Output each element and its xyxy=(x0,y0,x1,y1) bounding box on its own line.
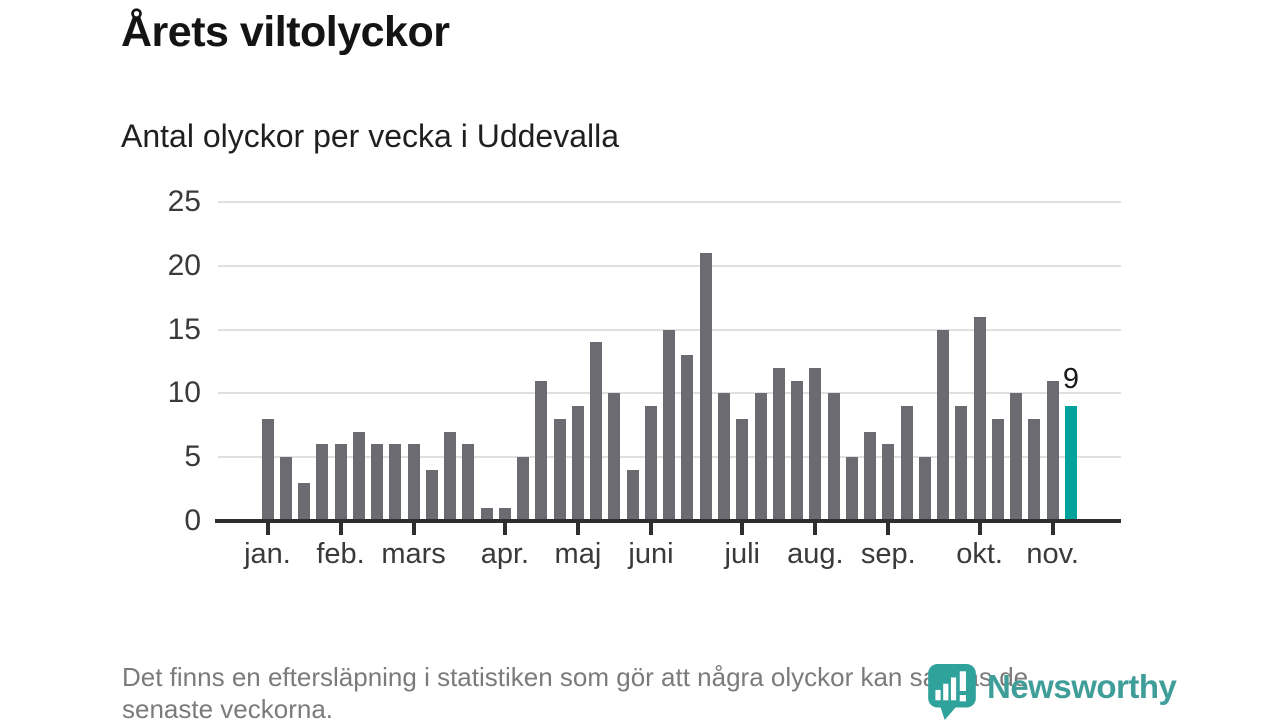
bar xyxy=(590,342,603,521)
x-tick-juli xyxy=(740,523,745,535)
bar xyxy=(699,253,712,521)
bar xyxy=(718,393,730,521)
footnote-line-2: senaste veckorna. xyxy=(122,694,334,724)
bar xyxy=(827,393,840,521)
bar xyxy=(517,457,530,521)
x-tick-aug xyxy=(813,523,818,535)
x-tick-apr xyxy=(502,523,507,535)
y-axis-label-20: 20 xyxy=(167,248,201,282)
chart-title: Årets viltolyckor xyxy=(121,8,450,56)
newsworthy-logo-icon xyxy=(928,664,976,720)
newsworthy-logo-text: Newsworthy xyxy=(987,668,1177,705)
x-label-jan: jan. xyxy=(244,538,291,570)
bar xyxy=(626,469,639,521)
bar xyxy=(1028,418,1041,521)
highlight-value-annotation: 9 xyxy=(1062,363,1079,396)
x-label-juli: juli xyxy=(724,538,760,570)
bar xyxy=(937,329,950,521)
x-tick-mars xyxy=(411,523,416,535)
bar xyxy=(663,329,676,521)
x-tick-nov xyxy=(1050,523,1055,535)
bar xyxy=(644,406,657,521)
bar xyxy=(809,367,822,521)
footnote-line-1: Det finns en eftersläpning i statistiken… xyxy=(122,662,1029,692)
bar xyxy=(352,431,365,521)
bar xyxy=(882,444,895,521)
x-label-okt: okt. xyxy=(956,538,1003,570)
x-tick-maj xyxy=(575,523,580,535)
bar xyxy=(462,444,475,521)
x-tick-juni xyxy=(648,523,653,535)
x-tick-sep xyxy=(886,523,891,535)
x-tick-jan xyxy=(265,523,270,535)
y-axis-label-25: 25 xyxy=(167,185,201,218)
footnote: Det finns en eftersläpning i statistiken… xyxy=(122,661,1162,725)
x-label-nov: nov. xyxy=(1026,538,1079,570)
bar xyxy=(973,316,986,521)
bar xyxy=(608,393,621,521)
gridline-20 xyxy=(218,264,1121,267)
x-tick-okt xyxy=(977,523,982,535)
bar xyxy=(571,406,584,521)
bar xyxy=(1010,393,1023,521)
bar xyxy=(845,457,858,521)
bar xyxy=(480,508,493,521)
bar xyxy=(1046,380,1059,521)
bar xyxy=(298,482,311,521)
x-label-mars: mars xyxy=(381,538,446,570)
y-axis-label-0: 0 xyxy=(184,504,201,537)
bar xyxy=(918,457,931,521)
x-label-sep: sep. xyxy=(860,538,916,570)
bar xyxy=(955,406,968,521)
bar-chart-plot: 0 5 10 15 20 25 jan. feb. mars apr. maj juni juli au… xyxy=(168,186,1121,570)
x-axis-line xyxy=(215,519,1121,523)
bar xyxy=(371,444,384,521)
bar xyxy=(736,418,749,521)
bar xyxy=(535,380,548,521)
x-tick-feb xyxy=(338,523,343,535)
chart-subtitle: Antal olyckor per vecka i Uddevalla xyxy=(121,118,620,154)
bar xyxy=(864,431,877,521)
bar xyxy=(900,406,913,521)
bar xyxy=(389,444,402,521)
x-label-juni: juni xyxy=(628,538,674,570)
bar xyxy=(334,444,347,521)
bar xyxy=(681,355,694,521)
x-label-aug: aug. xyxy=(787,538,844,570)
x-label-maj: maj xyxy=(554,538,602,570)
bar xyxy=(754,393,767,521)
bar xyxy=(279,457,292,521)
bar xyxy=(444,431,457,521)
bar xyxy=(553,418,566,521)
bar xyxy=(991,418,1004,521)
bar xyxy=(772,367,785,521)
y-axis-label-5: 5 xyxy=(184,440,201,474)
bar xyxy=(425,469,438,521)
x-label-apr: apr. xyxy=(480,538,530,570)
x-label-feb: feb. xyxy=(316,538,365,570)
bar xyxy=(407,444,420,521)
bar xyxy=(316,444,329,521)
newsworthy-logo: Newsworthy xyxy=(926,663,1177,721)
gridline-25 xyxy=(218,201,1121,203)
bar xyxy=(261,418,274,521)
y-axis-label-15: 15 xyxy=(167,312,201,346)
bar xyxy=(791,380,804,521)
bar-highlighted xyxy=(1064,406,1077,521)
bar xyxy=(498,508,511,521)
y-axis-label-10: 10 xyxy=(167,376,201,410)
